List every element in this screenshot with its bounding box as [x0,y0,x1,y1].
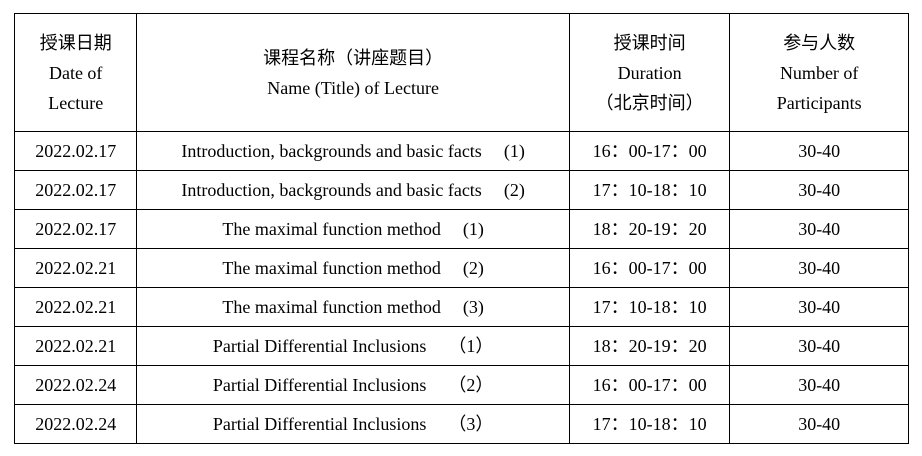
lecture-title: The maximal function method [222,258,441,278]
header-participants: 参与人数 Number of Participants [729,13,909,132]
date-cell: 2022.02.24 [13,404,138,444]
date-cell: 2022.02.24 [13,365,138,405]
header-title: 课程名称（讲座题目） Name (Title) of Lecture [136,13,570,132]
lecture-title: The maximal function method [222,297,441,317]
lecture-part: (2) [503,180,525,200]
lecture-part: (1) [503,141,525,161]
table-row: 2022.02.17 Introduction, backgrounds and … [13,131,909,171]
table-row: 2022.02.21 The maximal function method (2)… [13,248,909,288]
header-participants-en1: Number of [779,62,859,83]
date-cell: 2022.02.21 [13,326,138,366]
duration-cell: 16：00-17：00 [568,248,731,288]
header-duration-en: Duration [617,62,682,83]
title-cell: Introduction, backgrounds and basic fact… [136,131,570,171]
lecture-part: (3) [462,297,484,317]
lecture-part: （2） [448,375,494,395]
header-title-zh: 课程名称（讲座题目） [263,47,444,68]
lecture-title: Partial Differential Inclusions [212,336,427,356]
table-row: 2022.02.17 Introduction, backgrounds and … [13,170,909,210]
participants-cell: 30-40 [729,287,909,327]
header-participants-en2: Participants [776,92,862,113]
participants-cell: 30-40 [729,131,909,171]
date-cell: 2022.02.17 [13,209,138,249]
duration-cell: 16：00-17：00 [568,365,731,405]
lecture-title: Partial Differential Inclusions [212,414,427,434]
date-cell: 2022.02.21 [13,287,138,327]
duration-cell: 18：20-19：20 [568,326,731,366]
date-cell: 2022.02.17 [13,170,138,210]
lecture-part: （3） [448,414,494,434]
header-duration: 授课时间 Duration （北京时间） [568,13,731,132]
lecture-title: Partial Differential Inclusions [212,375,427,395]
header-date-zh: 授课日期 [39,32,112,53]
header-duration-tz: （北京时间） [595,92,704,113]
header-row: 授课日期 Date of Lecture 课程名称（讲座题目） Name (Ti… [13,13,909,132]
header-date-en1: Date of [48,62,103,83]
table-row: 2022.02.21 The maximal function method (3)… [13,287,909,327]
table-row: 2022.02.21 Partial Differential Inclusion… [13,326,909,366]
title-cell: Partial Differential Inclusions （3） [136,404,570,444]
header-date: 授课日期 Date of Lecture [13,13,138,132]
participants-cell: 30-40 [729,365,909,405]
title-cell: The maximal function method (2) [136,248,570,288]
table-row: 2022.02.24 Partial Differential Inclusion… [13,365,909,405]
date-cell: 2022.02.21 [13,248,138,288]
duration-cell: 18：20-19：20 [568,209,731,249]
header-participants-zh: 参与人数 [783,32,856,53]
header-duration-zh: 授课时间 [613,32,686,53]
title-cell: Partial Differential Inclusions （2） [136,365,570,405]
lecture-title: Introduction, backgrounds and basic fact… [181,141,482,161]
participants-cell: 30-40 [729,326,909,366]
duration-cell: 17：10-18：10 [568,287,731,327]
participants-cell: 30-40 [729,170,909,210]
title-cell: The maximal function method (3) [136,287,570,327]
duration-cell: 16：00-17：00 [568,131,731,171]
lecture-part: (2) [462,258,484,278]
date-cell: 2022.02.17 [13,131,138,171]
participants-cell: 30-40 [729,404,909,444]
lecture-title: Introduction, backgrounds and basic fact… [181,180,482,200]
lecture-schedule-table: 授课日期 Date of Lecture 课程名称（讲座题目） Name (Ti… [13,13,909,444]
title-cell: Introduction, backgrounds and basic fact… [136,170,570,210]
lecture-part: (1) [462,219,484,239]
duration-cell: 17：10-18：10 [568,170,731,210]
participants-cell: 30-40 [729,248,909,288]
header-date-en2: Lecture [48,92,104,113]
table-row: 2022.02.17 The maximal function method (1)… [13,209,909,249]
title-cell: The maximal function method (1) [136,209,570,249]
lecture-title: The maximal function method [222,219,441,239]
title-cell: Partial Differential Inclusions （1） [136,326,570,366]
lecture-part: （1） [448,336,494,356]
duration-cell: 17：10-18：10 [568,404,731,444]
participants-cell: 30-40 [729,209,909,249]
table-row: 2022.02.24 Partial Differential Inclusion… [13,404,909,444]
header-title-en: Name (Title) of Lecture [267,77,440,98]
